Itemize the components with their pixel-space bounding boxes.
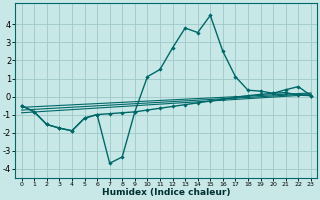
X-axis label: Humidex (Indice chaleur): Humidex (Indice chaleur) bbox=[102, 188, 230, 197]
